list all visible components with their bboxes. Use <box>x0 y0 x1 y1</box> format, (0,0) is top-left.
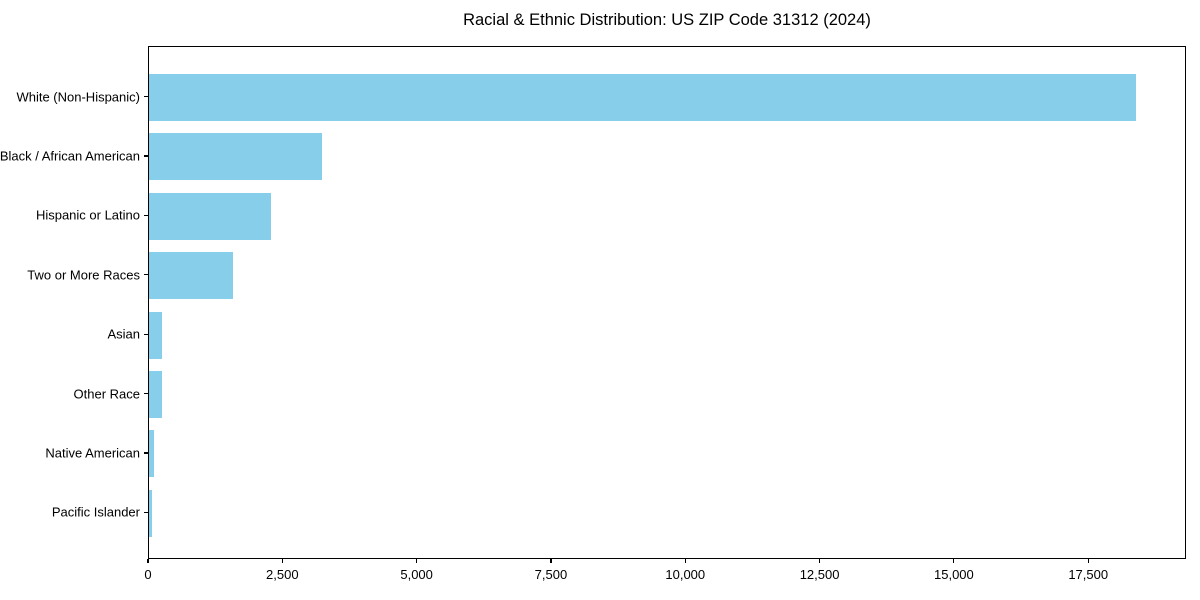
bar-two-or-more-races <box>149 252 233 300</box>
x-tick-label: 15,000 <box>934 567 974 582</box>
chart-title: Racial & Ethnic Distribution: US ZIP Cod… <box>463 11 871 29</box>
bar-black-african-american <box>149 133 323 181</box>
x-tick-label: 0 <box>144 567 152 582</box>
y-tick-label: Two or More Races <box>27 267 140 283</box>
y-axis: White (Non-Hispanic) Black / African Amer… <box>0 46 148 559</box>
y-tick-label: Pacific Islander <box>51 504 140 520</box>
y-tick-label: Black / African American <box>0 148 140 164</box>
y-tick-label: Hispanic or Latino <box>35 207 140 223</box>
y-tick-mark <box>144 96 148 98</box>
y-tick-label: Asian <box>107 326 140 342</box>
x-tick-mark <box>1087 559 1089 563</box>
y-tick-label: Other Race <box>73 386 140 401</box>
y-tick-label: White (Non-Hispanic) <box>16 89 140 104</box>
bar-white-non-hispanic <box>149 74 1136 121</box>
x-tick-mark <box>147 559 149 563</box>
x-tick-mark <box>818 559 821 563</box>
y-tick-mark <box>144 452 148 454</box>
y-tick-mark <box>144 333 148 335</box>
bar-native-american <box>149 430 154 478</box>
bar-asian <box>149 311 162 359</box>
bar-other-race <box>149 371 163 418</box>
y-tick-mark <box>144 155 148 157</box>
x-tick-mark <box>416 559 418 563</box>
plot-area <box>148 46 1186 559</box>
y-tick-mark <box>144 214 148 216</box>
y-tick-mark <box>144 274 148 276</box>
x-tick-mark <box>953 559 955 563</box>
bar-hispanic-or-latino <box>149 192 271 240</box>
x-tick-mark <box>550 559 552 563</box>
x-tick-mark <box>281 559 283 563</box>
x-tick-label: 2,500 <box>266 567 299 582</box>
y-tick-label: Native American <box>45 445 140 461</box>
x-tick-label: 17,500 <box>1068 567 1109 582</box>
bar-pacific-islander <box>149 489 152 537</box>
x-tick-label: 12,500 <box>799 567 840 582</box>
x-tick-mark <box>684 559 686 563</box>
x-tick-label: 10,000 <box>665 567 706 582</box>
x-tick-label: 5,000 <box>400 567 433 582</box>
y-tick-mark <box>144 511 148 513</box>
x-tick-label: 7,500 <box>534 567 568 582</box>
y-tick-mark <box>144 393 148 395</box>
x-axis: 0 2,500 5,000 7,500 10,000 12,500 15,000 17,500 <box>144 559 1186 593</box>
